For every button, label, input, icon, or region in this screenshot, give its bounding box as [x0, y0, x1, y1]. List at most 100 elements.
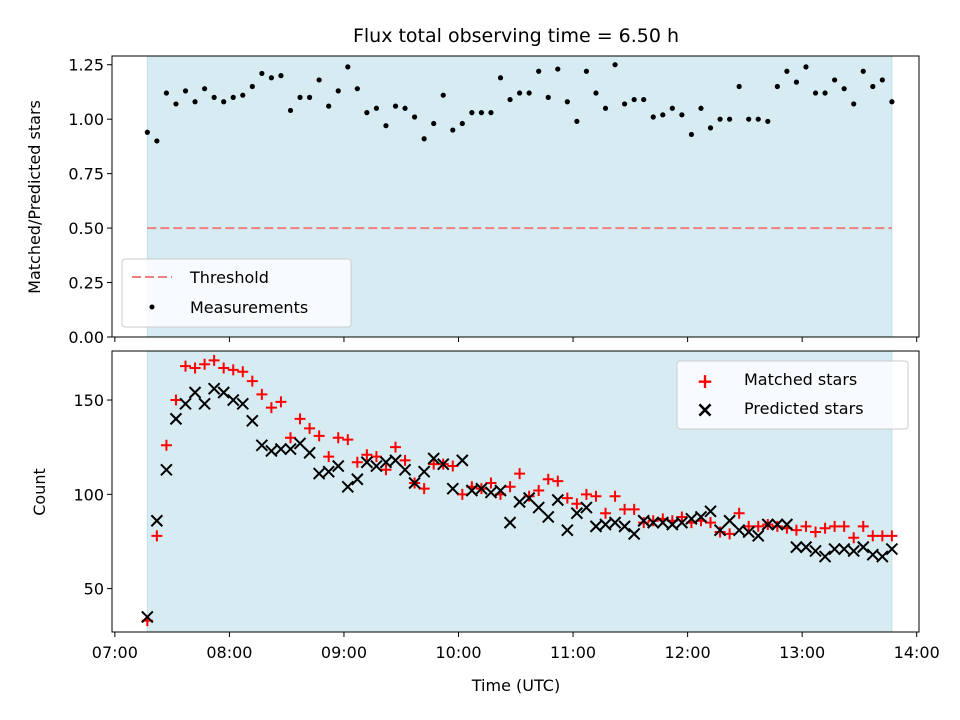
- predicted-star-point: [752, 529, 765, 543]
- measurement-point: [507, 96, 513, 103]
- matched-star-point: [876, 530, 888, 542]
- measurement-point: [679, 112, 685, 118]
- measurement-point: [564, 99, 570, 105]
- matched-star-point: [523, 490, 535, 502]
- matched-star-point: [743, 520, 755, 532]
- measurement-point: [249, 83, 255, 90]
- predicted-star-point: [484, 486, 498, 499]
- predicted-star-point: [561, 523, 574, 537]
- predicted-star-point: [713, 523, 727, 537]
- matched-star-point: [180, 360, 192, 372]
- measurement-point: [364, 110, 370, 116]
- top-y-ticks: 0.00 0.25 0.50 0.75 1.00 1.25: [68, 56, 112, 347]
- measurement-point: [268, 75, 275, 81]
- predicted-star-point: [542, 510, 555, 524]
- predicted-star-point: [332, 459, 345, 473]
- top-legend-box: [121, 258, 352, 328]
- predicted-star-point: [475, 482, 488, 495]
- matched-star-point: [561, 492, 573, 504]
- measurement-point: [841, 86, 847, 92]
- matched-star-point: [867, 530, 879, 542]
- x-tick-label: 14:00: [894, 643, 940, 662]
- predicted-star-point: [351, 473, 364, 486]
- bottom-legend: + Matched stars × Predicted stars: [676, 360, 909, 430]
- measurement-point: [832, 77, 838, 83]
- predicted-legend-swatch: ×: [696, 398, 714, 423]
- y-tick-label: 0.00: [68, 328, 104, 347]
- top-y-axis-label: Matched/Predicted stars: [25, 100, 44, 294]
- predicted-star-point: [227, 393, 240, 407]
- predicted-legend-label: Predicted stars: [744, 399, 864, 418]
- measurement-point: [402, 105, 408, 111]
- predicted-star-point: [599, 518, 612, 531]
- predicted-star-point: [446, 482, 459, 495]
- measurement-point: [345, 64, 351, 70]
- y-tick-label: 1.00: [68, 110, 104, 129]
- measurement-point: [517, 90, 523, 96]
- matched-star-point: [380, 464, 392, 476]
- measurement-point: [221, 99, 227, 105]
- measurement-point: [631, 96, 637, 103]
- measurement-point: [669, 105, 675, 111]
- measurement-point: [698, 105, 704, 111]
- matched-star-point: [705, 517, 717, 529]
- predicted-star-point: [503, 516, 517, 529]
- measurement-point: [622, 101, 628, 107]
- measurement-point: [459, 120, 465, 127]
- matched-star-point: [418, 483, 430, 495]
- predicted-star-point: [265, 444, 278, 458]
- predicted-star-point: [742, 525, 755, 539]
- matched-star-point: [189, 362, 201, 374]
- predicted-star-point: [255, 439, 269, 452]
- measurement-point: [879, 77, 885, 83]
- top-x-ticks: [114, 337, 918, 342]
- matched-star-point: [447, 460, 459, 472]
- measurement-point: [812, 90, 819, 96]
- predicted-star-point: [837, 542, 851, 556]
- x-axis-label: Time (UTC): [471, 676, 560, 695]
- matched-star-point: [724, 528, 736, 540]
- matched-star-point: [848, 532, 860, 544]
- measurement-point: [822, 90, 828, 96]
- matched-star-point: [170, 394, 182, 406]
- predicted-star-point: [513, 495, 526, 509]
- measurement-point: [326, 103, 332, 109]
- top-legend: Threshold Measurements: [121, 258, 352, 328]
- matched-star-point: [800, 520, 812, 532]
- matched-star-point: [533, 485, 545, 497]
- matched-star-point: [370, 451, 382, 463]
- matched-star-point: [580, 488, 592, 500]
- y-tick-label: 0.75: [68, 165, 104, 184]
- predicted-star-point: [790, 540, 803, 554]
- predicted-star-point: [866, 548, 880, 561]
- matched-star-point: [857, 520, 869, 532]
- predicted-star-point: [876, 550, 889, 563]
- measurement-point: [784, 68, 790, 74]
- y-tick-label: 1.25: [68, 56, 104, 75]
- measurement-point: [650, 114, 656, 120]
- predicted-star-point: [580, 501, 593, 514]
- measurement-point: [851, 101, 857, 107]
- measurement-point: [412, 114, 418, 120]
- predicted-star-point: [360, 456, 374, 469]
- predicted-star-point: [456, 454, 469, 467]
- bottom-legend-box: [676, 360, 909, 430]
- measurement-point: [192, 99, 198, 105]
- x-tick-label: 08:00: [206, 643, 252, 662]
- measurement-point: [259, 70, 265, 77]
- measurement-point: [860, 68, 866, 74]
- measurement-point: [450, 127, 456, 133]
- matched-star-point: [351, 456, 363, 468]
- measurement-point: [354, 86, 360, 92]
- matched-star-point: [810, 526, 822, 538]
- matched-star-point: [361, 449, 373, 461]
- measurement-point: [497, 75, 504, 81]
- matched-star-point: [485, 477, 497, 489]
- matched-star-point: [514, 468, 526, 480]
- measurement-point: [306, 94, 313, 100]
- measurement-point: [555, 66, 561, 72]
- threshold-legend-label: Threshold: [189, 268, 269, 287]
- predicted-star-point: [398, 463, 412, 477]
- measurement-point: [612, 62, 618, 68]
